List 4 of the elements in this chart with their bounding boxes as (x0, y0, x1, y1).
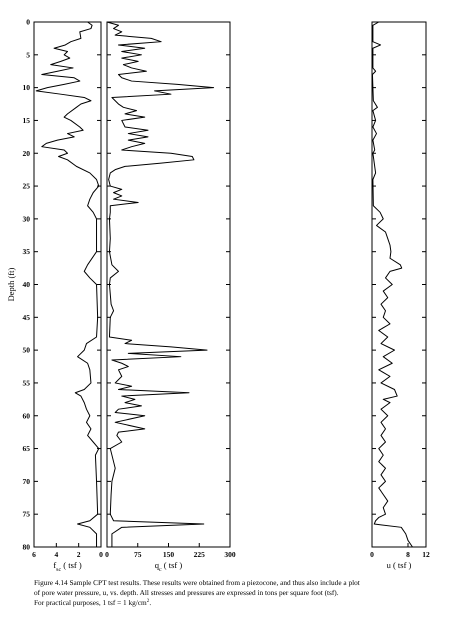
x-axis-title: u ( tsf ) (386, 560, 412, 570)
y-axis-title: Depth (ft) (6, 267, 16, 302)
x-axis-title: f$_{sc}$ ( tsf ) (53, 560, 82, 573)
x-axis-title: q$_{c}$ ( tsf ) (154, 560, 182, 573)
